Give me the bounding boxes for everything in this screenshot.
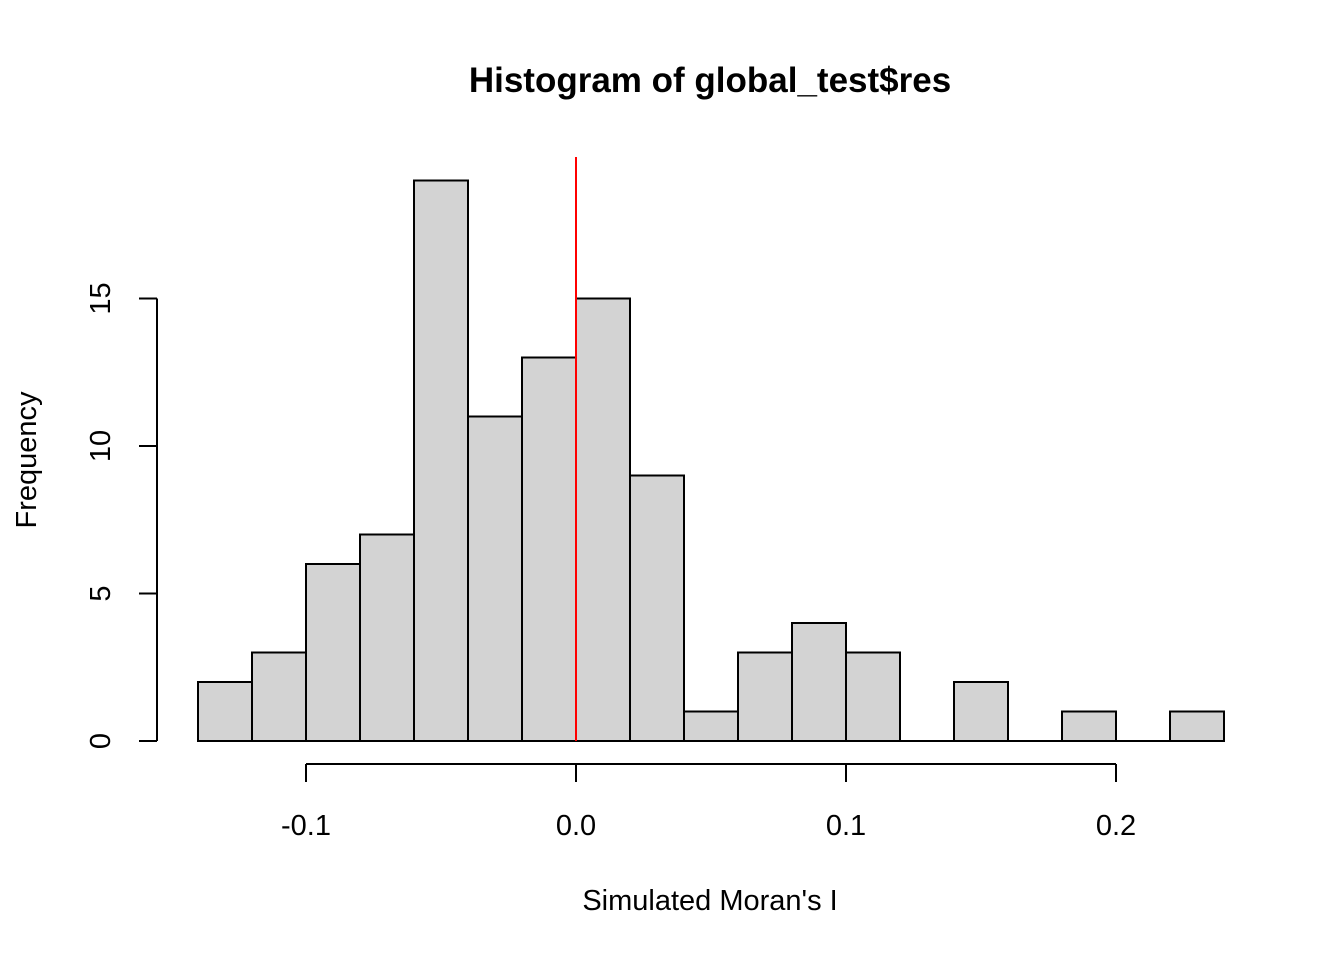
histogram-bar (845, 651, 901, 742)
y-tick-label: 10 (85, 430, 117, 462)
histogram-bar (629, 474, 685, 742)
histogram-bar (683, 710, 739, 742)
y-tick-label: 5 (85, 585, 117, 601)
histogram-bar (305, 563, 361, 742)
histogram-bar (1169, 710, 1225, 742)
y-tick-label: 0 (85, 733, 117, 749)
x-tick-label: -0.1 (281, 810, 331, 842)
y-tick-label: 15 (85, 282, 117, 314)
y-axis: 0 5 10 15 (85, 282, 158, 749)
histogram-bar (1061, 710, 1117, 742)
x-tick-label: 0.1 (826, 810, 866, 842)
x-axis: -0.1 0.0 0.1 0.2 (281, 763, 1136, 842)
x-tick-label: 0.0 (556, 810, 596, 842)
histogram-bar (953, 681, 1009, 742)
histogram-bar (521, 356, 577, 742)
histogram-bars (197, 179, 1225, 742)
histogram-bar (791, 622, 847, 742)
histogram-bar (251, 651, 307, 742)
x-axis-label: Simulated Moran's I (582, 885, 837, 917)
histogram-bar (197, 681, 253, 742)
chart-title: Histogram of global_test$res (469, 61, 951, 100)
histogram-bar (413, 179, 469, 742)
histogram-bar (467, 415, 523, 742)
y-axis-label: Frequency (11, 391, 43, 529)
histogram-bar (359, 533, 415, 742)
histogram-bar (575, 297, 631, 742)
histogram-bar (737, 651, 793, 742)
x-tick-label: 0.2 (1096, 810, 1136, 842)
